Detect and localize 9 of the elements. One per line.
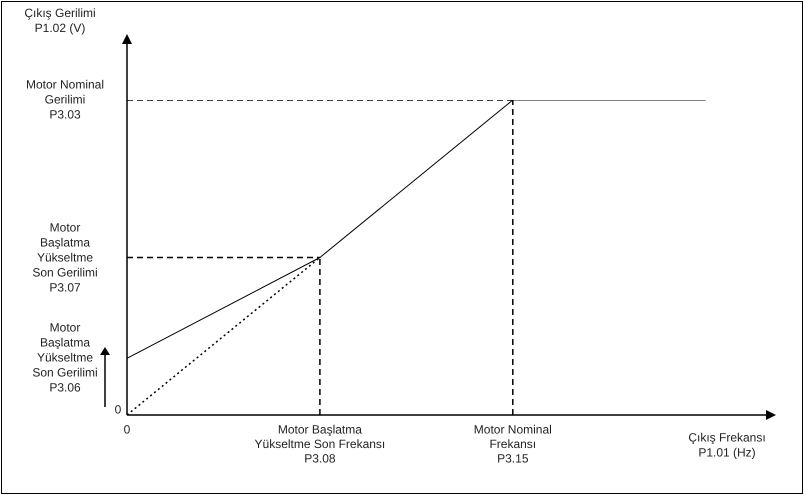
text: Çıkış Gerilimi P1.02 (V) <box>24 6 96 35</box>
text: Motor Başlatma Yükseltme Son Gerilimi P3.07 <box>32 220 98 294</box>
x-tick-label: Motor Nominal Frekansı P3.15 <box>474 422 552 466</box>
x-tick-label: 0 <box>124 422 131 437</box>
text: Motor Başlatma Yükseltme Son Gerilimi P3.06 <box>32 320 98 394</box>
x-axis-title: Çıkış Frekansı P1.01 (Hz) <box>688 430 766 460</box>
text: Motor Nominal Gerilimi P3.03 <box>26 77 104 122</box>
text: 0 <box>114 402 122 416</box>
x-tick-label: Motor Başlatma Yükseltme Son Frekansı P3.08 <box>254 422 386 466</box>
